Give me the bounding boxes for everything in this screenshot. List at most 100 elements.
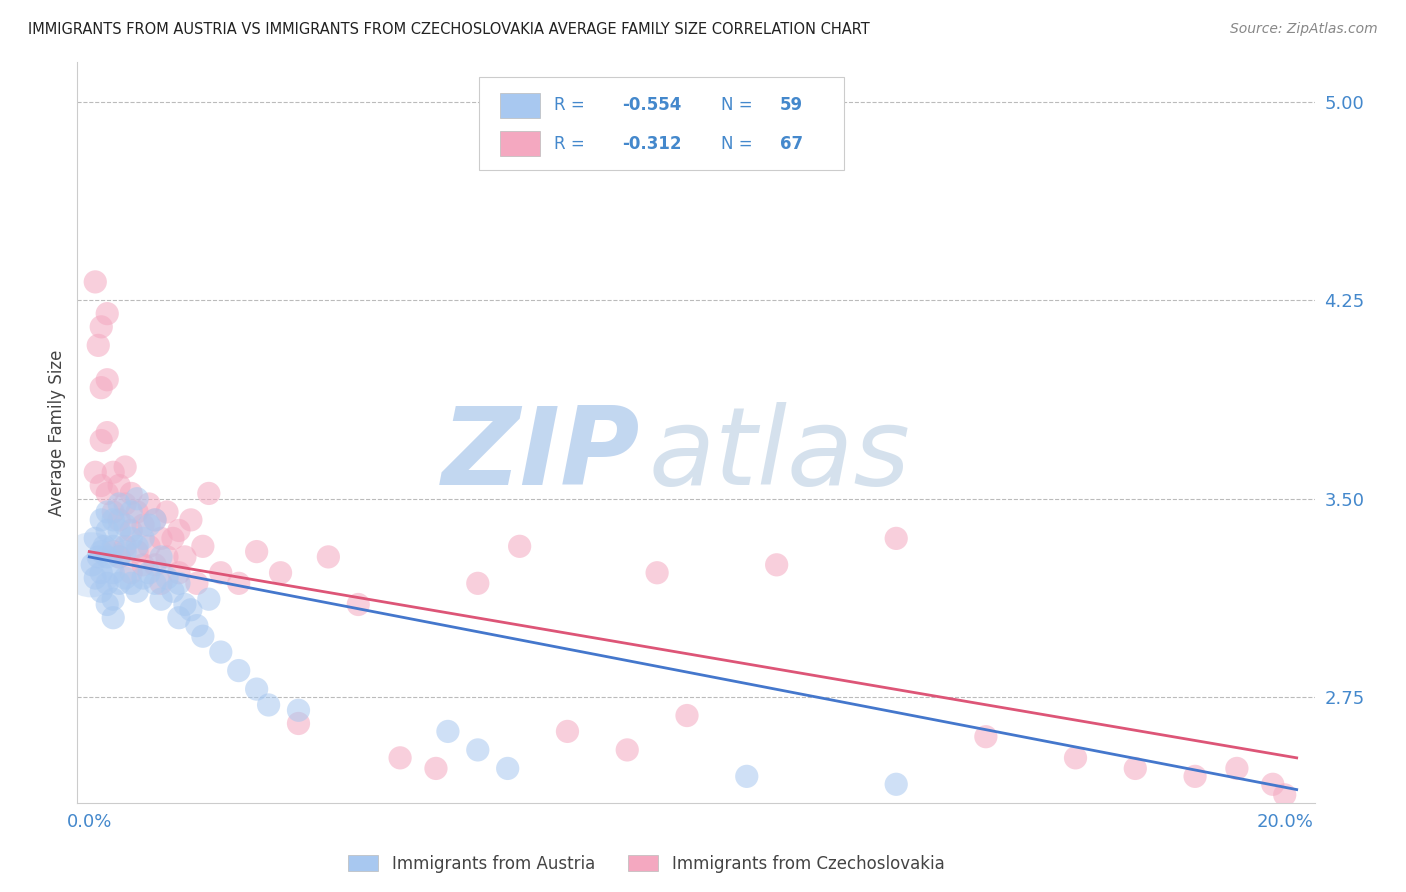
Point	[114, 460, 136, 475]
Point	[1261, 777, 1284, 791]
Text: R =: R =	[554, 96, 589, 114]
Point	[180, 513, 202, 527]
Point	[90, 478, 112, 492]
Point	[884, 532, 907, 546]
Text: -0.312: -0.312	[621, 135, 682, 153]
Point	[1064, 751, 1087, 765]
Point	[103, 592, 125, 607]
Point	[103, 544, 125, 558]
Point	[425, 761, 447, 775]
Point	[765, 558, 787, 572]
Text: R =: R =	[554, 135, 589, 153]
Point	[90, 566, 112, 580]
Point	[143, 576, 166, 591]
Text: IMMIGRANTS FROM AUSTRIA VS IMMIGRANTS FROM CZECHOSLOVAKIA AVERAGE FAMILY SIZE CO: IMMIGRANTS FROM AUSTRIA VS IMMIGRANTS FR…	[28, 22, 870, 37]
Point	[676, 708, 699, 723]
Point	[132, 558, 155, 572]
Point	[84, 571, 107, 585]
Point	[174, 598, 197, 612]
Point	[96, 373, 118, 387]
Point	[496, 761, 519, 775]
Point	[162, 532, 184, 546]
Point	[120, 566, 142, 580]
Point	[198, 592, 221, 607]
Point	[198, 486, 221, 500]
Point	[1123, 761, 1146, 775]
Point	[120, 576, 142, 591]
Point	[186, 576, 208, 591]
Point	[228, 576, 250, 591]
Point	[108, 478, 131, 492]
Point	[138, 566, 160, 580]
Point	[246, 544, 269, 558]
Point	[108, 576, 131, 591]
Point	[87, 338, 110, 352]
Point	[90, 513, 112, 527]
Point	[114, 497, 136, 511]
Point	[270, 566, 292, 580]
Y-axis label: Average Family Size: Average Family Size	[48, 350, 66, 516]
Text: 59: 59	[780, 96, 803, 114]
Point	[318, 549, 340, 564]
Point	[143, 513, 166, 527]
Point	[108, 513, 131, 527]
Point	[103, 505, 125, 519]
Text: N =: N =	[721, 135, 758, 153]
Point	[120, 524, 142, 538]
Point	[191, 629, 214, 643]
Point	[103, 566, 125, 580]
Point	[84, 532, 107, 546]
Point	[82, 558, 104, 572]
Point	[90, 381, 112, 395]
Point	[103, 513, 125, 527]
Point	[84, 465, 107, 479]
Point	[80, 558, 103, 572]
Point	[209, 645, 232, 659]
Point	[150, 549, 173, 564]
Point	[132, 532, 155, 546]
Point	[228, 664, 250, 678]
Point	[103, 611, 125, 625]
Point	[127, 491, 149, 506]
Point	[150, 532, 173, 546]
Point	[127, 584, 149, 599]
Point	[114, 571, 136, 585]
Text: atlas: atlas	[650, 402, 911, 508]
Point	[645, 566, 668, 580]
Point	[103, 465, 125, 479]
Point	[120, 486, 142, 500]
Point	[120, 532, 142, 546]
Text: N =: N =	[721, 96, 758, 114]
Point	[209, 566, 232, 580]
Point	[974, 730, 997, 744]
Point	[96, 425, 118, 440]
Point	[347, 598, 370, 612]
Point	[114, 518, 136, 533]
Point	[1184, 769, 1206, 783]
Bar	[501, 131, 540, 156]
Point	[167, 576, 190, 591]
Point	[90, 584, 112, 599]
Point	[90, 544, 112, 558]
Point	[96, 307, 118, 321]
Point	[437, 724, 460, 739]
Point	[186, 618, 208, 632]
Point	[287, 716, 309, 731]
FancyBboxPatch shape	[479, 78, 845, 169]
Point	[93, 539, 115, 553]
Point	[167, 611, 190, 625]
Text: -0.554: -0.554	[621, 96, 681, 114]
Point	[156, 505, 179, 519]
Point	[1274, 788, 1296, 802]
Point	[103, 539, 125, 553]
Point	[132, 571, 155, 585]
Point	[96, 576, 118, 591]
Point	[167, 524, 190, 538]
Point	[143, 513, 166, 527]
Point	[90, 434, 112, 448]
Legend: Immigrants from Austria, Immigrants from Czechoslovakia: Immigrants from Austria, Immigrants from…	[342, 848, 950, 880]
Point	[467, 743, 489, 757]
Point	[467, 576, 489, 591]
Point	[90, 319, 112, 334]
Point	[138, 518, 160, 533]
